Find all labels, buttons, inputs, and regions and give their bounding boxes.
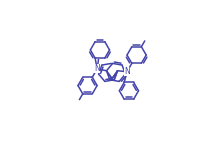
Text: N: N — [124, 67, 130, 76]
Text: N: N — [94, 64, 100, 73]
